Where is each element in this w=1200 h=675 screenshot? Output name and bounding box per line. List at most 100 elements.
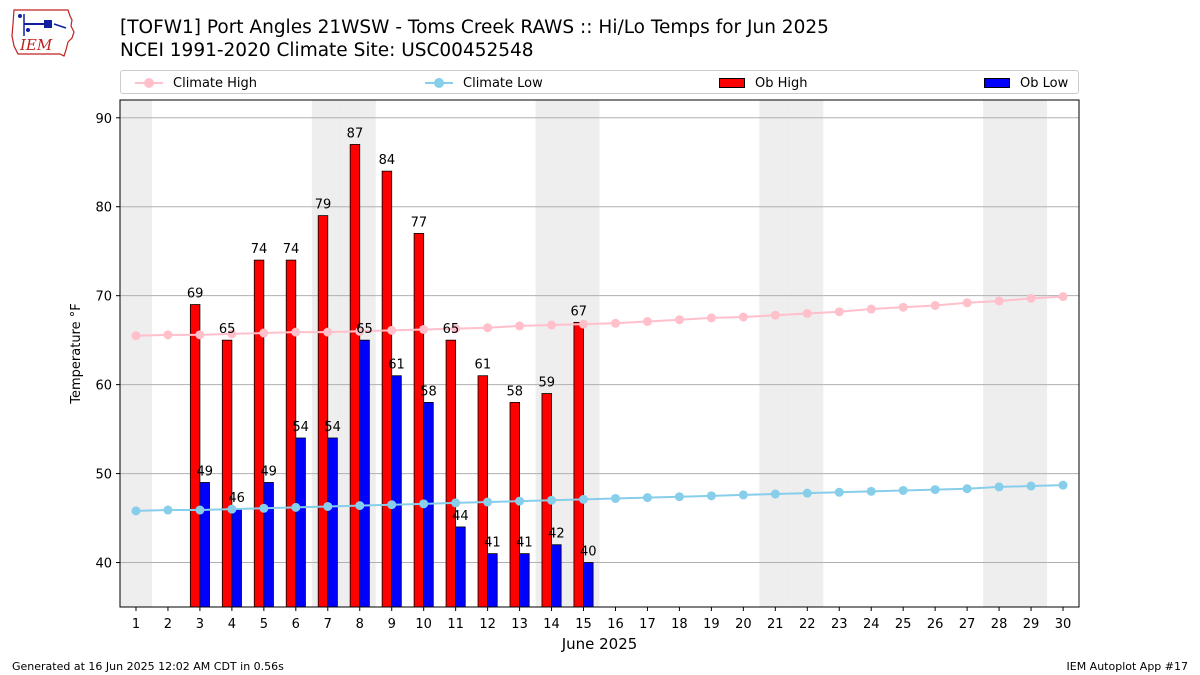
weekend-band — [983, 100, 1016, 607]
y-tick-label: 80 — [95, 201, 112, 216]
x-tick-label: 29 — [1023, 617, 1040, 632]
x-tick-label: 27 — [959, 617, 976, 632]
legend: Climate High Climate Low Ob High Ob Low — [120, 70, 1079, 94]
x-tick-label: 6 — [292, 617, 300, 632]
x-tick-label: 9 — [388, 617, 396, 632]
ob-low-label: 61 — [388, 358, 405, 373]
x-tick-label: 19 — [703, 617, 720, 632]
ob-high-label: 84 — [379, 153, 396, 168]
climate-low-point — [1026, 481, 1036, 491]
ob-low-bar — [327, 437, 338, 608]
climate-high-point — [738, 312, 748, 322]
climate-high-point — [451, 324, 461, 334]
climate-low-point — [738, 490, 748, 500]
climate-low-line-icon — [425, 78, 453, 88]
climate-high-point — [834, 307, 844, 317]
x-tick-label: 28 — [991, 617, 1008, 632]
ob-high-bar — [349, 144, 361, 608]
ob-low-label: 58 — [420, 384, 437, 399]
ob-low-bar — [231, 508, 242, 608]
plot-frame — [119, 99, 1080, 608]
ob-low-label: 49 — [196, 464, 213, 479]
ob-low-label: 42 — [548, 527, 565, 542]
climate-high-point — [291, 327, 301, 337]
ob-low-label: 40 — [580, 545, 597, 560]
y-tick-label: 90 — [95, 112, 112, 127]
weather-station-icon — [18, 14, 67, 36]
x-tick-label: 15 — [575, 617, 592, 632]
x-tick-label: 8 — [356, 617, 364, 632]
climate-low-point — [227, 504, 237, 514]
ob-low-label: 54 — [324, 420, 341, 435]
ob-high-bar — [221, 339, 233, 608]
ob-low-bar — [583, 562, 594, 608]
ob-high-label: 65 — [219, 322, 236, 337]
ob-low-label: 49 — [260, 464, 277, 479]
ob-low-bar — [551, 544, 562, 608]
ob-low-bar — [263, 482, 274, 608]
climate-low-point — [163, 505, 173, 515]
ob-high-label: 61 — [475, 358, 492, 373]
legend-label: Ob Low — [1020, 75, 1069, 91]
ob-high-label: 79 — [315, 198, 332, 213]
chart-title: [TOFW1] Port Angles 21WSW - Toms Creek R… — [120, 17, 829, 38]
ob-low-bar — [359, 339, 370, 608]
generated-timestamp: Generated at 16 Jun 2025 12:02 AM CDT in… — [12, 660, 284, 673]
climate-high-point — [387, 325, 397, 335]
ob-low-label: 54 — [292, 420, 309, 435]
x-tick-label: 22 — [799, 617, 816, 632]
ob-high-bar — [413, 233, 425, 608]
climate-high-point — [706, 313, 716, 323]
x-axis-label: June 2025 — [561, 635, 638, 653]
weekend-band — [1015, 100, 1048, 607]
climate-high-point — [483, 323, 493, 333]
x-tick-label: 18 — [671, 617, 688, 632]
climate-low-line — [135, 484, 1064, 512]
x-tick-label: 30 — [1055, 617, 1072, 632]
y-tick-label: 50 — [95, 468, 112, 483]
legend-ob-low: Ob Low — [984, 75, 1068, 91]
climate-low-point — [834, 487, 844, 497]
ob-high-label: 87 — [347, 126, 364, 141]
climate-low-point — [898, 485, 908, 495]
ob-low-bar — [295, 437, 306, 608]
ob-low-swatch-icon — [984, 78, 1010, 88]
ob-high-label: 77 — [411, 215, 428, 230]
chart-subtitle: NCEI 1991-2020 Climate Site: USC00452548 — [120, 40, 534, 61]
x-tick-label: 2 — [164, 617, 172, 632]
legend-ob-high: Ob High — [719, 75, 808, 91]
climate-high-point — [930, 300, 940, 310]
weekend-band — [120, 100, 152, 607]
ob-low-label: 46 — [228, 491, 245, 506]
ob-low-label: 41 — [516, 536, 533, 551]
x-tick-label: 13 — [511, 617, 528, 632]
y-tick-label: 70 — [95, 290, 112, 305]
ob-high-bar — [573, 321, 584, 608]
x-tick-label: 3 — [196, 617, 204, 632]
climate-low-point — [866, 486, 876, 496]
climate-low-point — [483, 497, 493, 507]
climate-low-point — [579, 494, 589, 504]
climate-high-point — [610, 318, 620, 328]
climate-low-point — [930, 485, 940, 495]
y-tick-label: 60 — [95, 379, 112, 394]
x-tick-label: 20 — [735, 617, 752, 632]
climate-high-point — [1026, 293, 1036, 303]
climate-low-point — [387, 500, 397, 510]
x-tick-label: 11 — [447, 617, 464, 632]
ob-low-label: 44 — [452, 509, 469, 524]
x-tick-label: 26 — [927, 617, 944, 632]
climate-low-point — [547, 495, 557, 505]
weekend-band — [759, 100, 792, 607]
ob-high-swatch-icon — [719, 78, 745, 88]
ob-high-label: 74 — [283, 242, 300, 257]
ob-high-label: 67 — [570, 304, 587, 319]
x-tick-label: 16 — [607, 617, 624, 632]
app-credit: IEM Autoplot App #17 — [1066, 660, 1189, 673]
climate-high-point — [866, 304, 876, 314]
climate-low-point — [642, 493, 652, 503]
ob-high-label: 59 — [538, 376, 555, 391]
climate-high-point — [642, 316, 652, 326]
climate-low-point — [291, 502, 301, 512]
ob-high-label: 58 — [507, 384, 524, 399]
